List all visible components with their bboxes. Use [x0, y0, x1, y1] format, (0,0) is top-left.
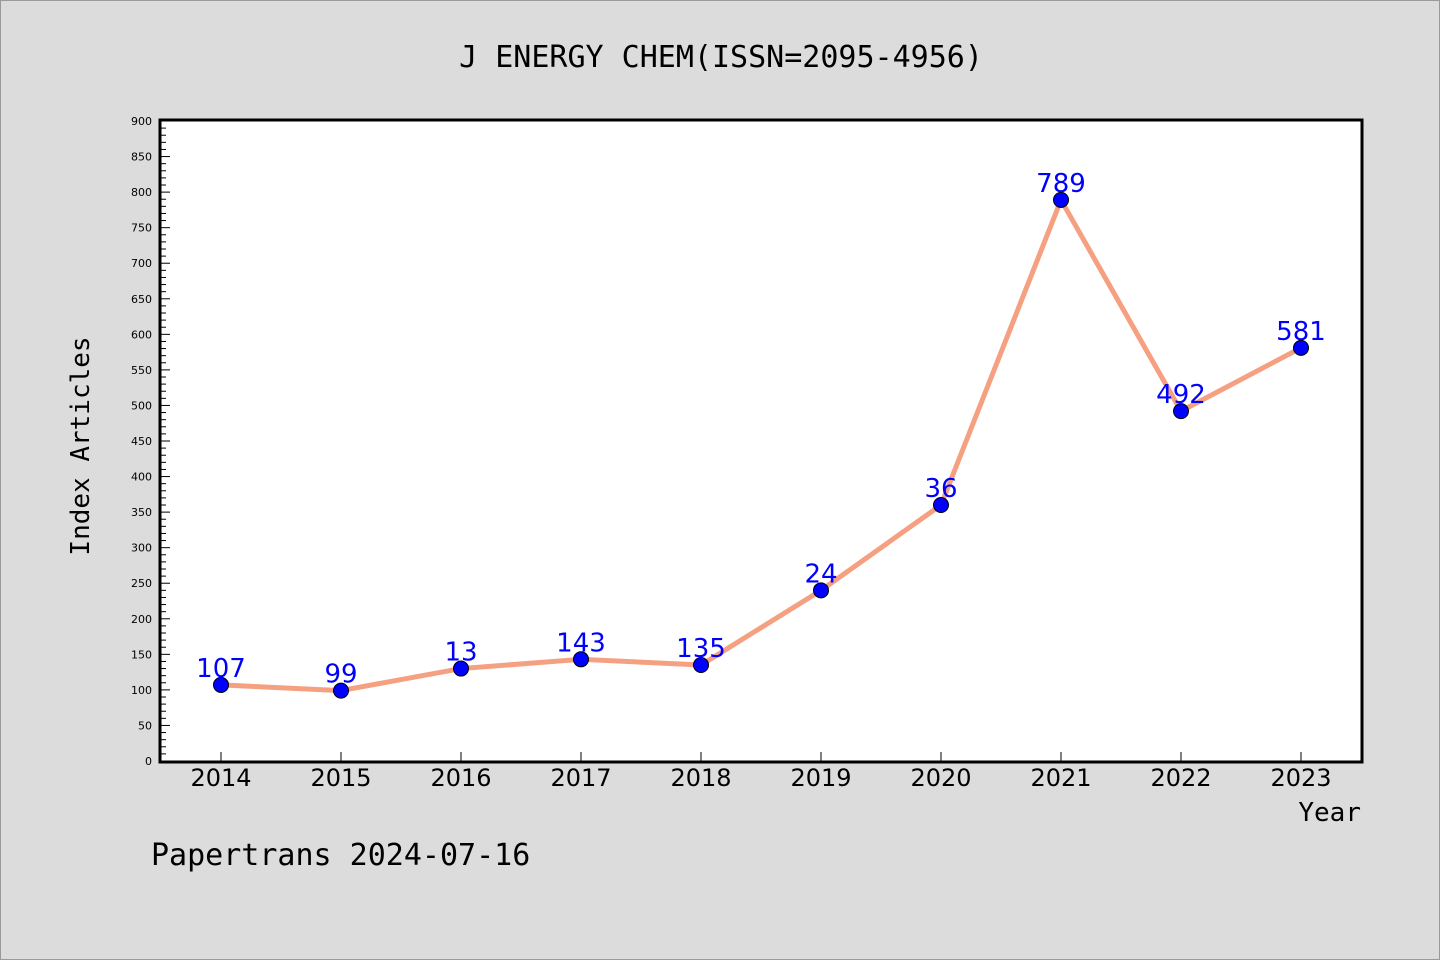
x-tick-label: 2020 [910, 764, 971, 792]
y-tick-label: 600 [131, 328, 152, 341]
data-point [933, 497, 949, 513]
data-label: 107 [196, 654, 246, 684]
data-label: 789 [1036, 169, 1086, 199]
x-axis: 2014 2015 2016 2017 2018 2019 2020 2021 2022 2023 [190, 752, 1332, 792]
y-tick-label: 900 [131, 115, 152, 128]
y-axis-label: Index Articles [66, 336, 96, 555]
plot-area [158, 118, 1364, 764]
x-tick-label: 2016 [430, 764, 491, 792]
data-point [1293, 339, 1309, 356]
y-tick-label: 650 [131, 293, 152, 306]
y-tick-label: 250 [131, 577, 152, 590]
y-tick-label: 500 [131, 399, 152, 412]
y-tick-label: 800 [131, 186, 152, 199]
data-label: 492 [1156, 380, 1206, 410]
series-line [218, 197, 1304, 694]
data-point [453, 660, 469, 677]
data-labels: 107 99 13 143 135 24 36 789 492 581 [196, 169, 1326, 690]
x-tick-label: 2021 [1030, 764, 1091, 792]
y-tick-label: 450 [131, 435, 152, 448]
y-axis: 0 50 100 150 200 250 300 350 400 450 500 550 600 650 7… [131, 115, 170, 768]
y-tick-label: 750 [131, 222, 152, 235]
y-tick-label: 100 [131, 684, 152, 697]
data-label: 143 [556, 628, 606, 658]
data-point [1173, 403, 1189, 420]
x-tick-label: 2014 [190, 764, 251, 792]
data-label: 99 [324, 660, 357, 690]
data-label: 36 [924, 474, 957, 504]
y-tick-label: 400 [131, 471, 152, 484]
x-axis-label: Year [1298, 798, 1361, 828]
y-tick-label: 0 [145, 755, 152, 768]
data-point [1053, 191, 1069, 208]
data-point [213, 676, 229, 693]
series-polyline [218, 197, 1304, 694]
data-point [573, 651, 589, 668]
x-tick-label: 2018 [670, 764, 731, 792]
y-tick-label: 700 [131, 257, 152, 270]
data-label: 13 [444, 638, 477, 668]
x-tick-label: 2023 [1270, 764, 1331, 792]
data-point [693, 657, 709, 673]
x-tick-label: 2022 [1150, 764, 1211, 792]
y-tick-label: 850 [131, 151, 152, 164]
data-label: 24 [804, 559, 837, 589]
y-tick-label: 550 [131, 364, 152, 377]
y-tick-label: 350 [131, 506, 152, 519]
data-point [333, 682, 349, 699]
footer-text: Papertrans 2024-07-16 [151, 838, 530, 873]
series-markers [213, 191, 1309, 699]
data-label: 581 [1276, 317, 1326, 347]
x-tick-label: 2017 [550, 764, 611, 792]
x-tick-label: 2015 [310, 764, 371, 792]
x-tick-label: 2019 [790, 764, 851, 792]
y-tick-label: 300 [131, 542, 152, 555]
y-tick-label: 150 [131, 648, 152, 661]
y-tick-label: 50 [138, 719, 152, 732]
data-label: 135 [676, 634, 726, 664]
chart-title: J ENERGY CHEM(ISSN=2095-4956) [459, 40, 983, 75]
y-tick-label: 200 [131, 613, 152, 626]
data-point [813, 582, 829, 599]
